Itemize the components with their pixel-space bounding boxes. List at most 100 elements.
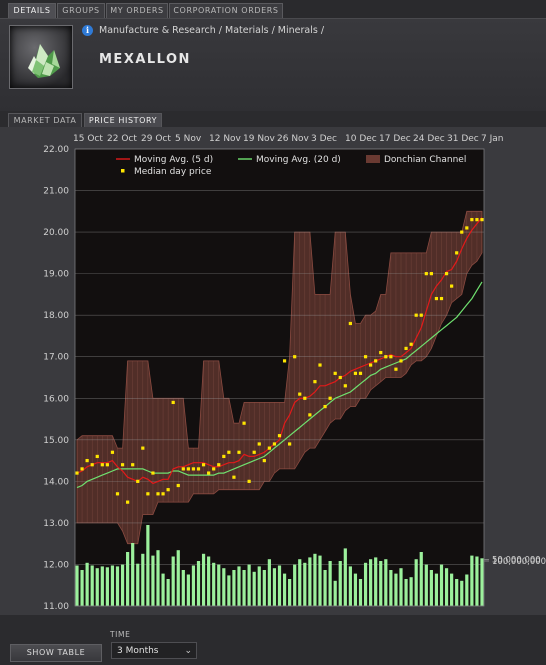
moving-average-20d-line (76, 281, 483, 489)
volume-bar (313, 553, 317, 606)
y-tick-label: 11.00 (43, 602, 69, 612)
median-price-point (156, 492, 160, 496)
volume-bar (439, 564, 444, 606)
info-icon[interactable]: i (82, 25, 93, 36)
median-price-point (429, 272, 433, 276)
median-price-point (328, 396, 332, 400)
median-price-point (414, 313, 418, 317)
breadcrumb[interactable]: Manufacture & Research / Materials / Min… (99, 25, 325, 36)
volume-bar (120, 564, 125, 606)
x-tick-label: 26 Nov (277, 134, 310, 144)
volume-bar (348, 566, 352, 606)
median-price-point (475, 218, 479, 222)
median-price-point (257, 442, 261, 446)
median-price-point (105, 463, 109, 467)
median-price-point (161, 492, 165, 496)
volume-bar (212, 562, 216, 606)
tab-details[interactable]: DETAILS (8, 3, 56, 18)
volume-bar (277, 565, 282, 606)
volume-bar (318, 555, 322, 606)
sub-tab-bar: MARKET DATA PRICE HISTORY (0, 111, 546, 128)
median-price-point (217, 463, 221, 467)
median-price-point (120, 463, 125, 467)
x-tick-label: 22 Oct (107, 134, 137, 144)
volume-bar (146, 525, 150, 606)
legend-swatch-donchian (366, 155, 380, 163)
median-price-point (348, 321, 352, 326)
volume-bar (267, 559, 271, 606)
mexallon-crystal-icon (28, 44, 60, 78)
volume-bar (358, 579, 363, 606)
volume-tick-label: 50,000,000 (492, 556, 541, 566)
volume-bar (110, 565, 115, 606)
x-tick-label: 15 Oct (73, 134, 103, 144)
y-tick-label: 19.00 (43, 270, 69, 280)
volume-bar (343, 548, 347, 606)
mineral-icon[interactable] (9, 25, 73, 89)
volume-bar (247, 564, 251, 606)
median-price-point (272, 442, 277, 446)
median-price-point (303, 396, 307, 400)
median-price-point (166, 488, 170, 492)
volume-bar (465, 574, 469, 606)
median-price-point (136, 479, 140, 483)
volume-bar (323, 570, 327, 606)
volume-bar (303, 562, 307, 606)
volume-bar (90, 565, 94, 606)
median-price-point (409, 342, 413, 346)
median-price-point (293, 355, 297, 359)
volume-bar (196, 561, 201, 606)
y-tick-label: 15.00 (43, 436, 69, 446)
median-price-point (186, 467, 190, 471)
median-price-point (308, 413, 312, 417)
volume-bar (363, 562, 368, 606)
volume-bar (217, 564, 221, 606)
time-range-value: 3 Months (117, 646, 159, 656)
y-tick-label: 16.00 (43, 394, 69, 404)
median-price-point (181, 467, 185, 471)
show-table-button[interactable]: SHOW TABLE (10, 644, 102, 662)
median-price-point (333, 371, 337, 375)
x-tick-label: 19 Nov (243, 134, 276, 144)
volume-bar (95, 568, 99, 606)
median-price-point (480, 218, 484, 222)
volume-bar (429, 570, 433, 606)
volume-bar (126, 552, 130, 606)
volume-bar (191, 565, 196, 606)
y-tick-label: 12.00 (43, 560, 69, 570)
x-tick-label: 10 Dec (345, 134, 377, 144)
median-price-point (110, 450, 115, 454)
volume-bar (369, 559, 373, 606)
volume-bar (242, 570, 246, 606)
item-name: MEXALLON (99, 52, 191, 67)
volume-bar (414, 559, 418, 606)
median-price-point (151, 471, 155, 475)
median-price-point (100, 463, 104, 467)
tab-market-data[interactable]: MARKET DATA (8, 113, 82, 127)
tab-corporation-orders[interactable]: CORPORATION ORDERS (169, 3, 283, 18)
volume-bar (424, 564, 428, 606)
tab-groups[interactable]: GROUPS (57, 3, 105, 18)
tab-price-history[interactable]: PRICE HISTORY (84, 113, 162, 127)
chevron-down-icon: ⌄ (184, 646, 192, 656)
x-tick-label: 29 Oct (141, 134, 171, 144)
volume-bar (308, 557, 312, 606)
volume-bar (186, 574, 190, 606)
median-price-point (212, 467, 216, 471)
median-price-point (384, 355, 388, 359)
volume-bar (151, 555, 155, 606)
median-price-point (282, 359, 287, 363)
volume-bar (298, 559, 302, 606)
median-price-point (267, 446, 271, 450)
median-price-point (80, 467, 84, 471)
volume-bar (288, 579, 292, 606)
time-range-select[interactable]: 3 Months ⌄ (111, 642, 197, 659)
volume-bar (409, 577, 413, 606)
median-price-point (298, 392, 302, 396)
x-tick-label: 24 Dec (413, 134, 445, 144)
tab-my-orders[interactable]: MY ORDERS (106, 3, 168, 18)
volume-bar (384, 559, 388, 606)
y-tick-label: 18.00 (43, 311, 69, 321)
volume-tick-label: 100,000,000 (492, 557, 546, 567)
volume-bar (227, 575, 231, 606)
